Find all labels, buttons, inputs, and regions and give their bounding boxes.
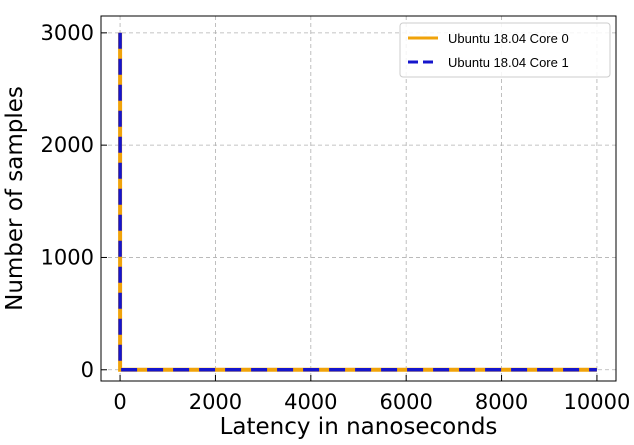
x-axis-label: Latency in nanoseconds [220, 414, 498, 440]
y-tick-label: 3000 [41, 21, 94, 45]
ticks: 0 2000 4000 6000 8000 10000 0 1000 2000 3000 [41, 21, 631, 414]
x-tick-label: 10000 [564, 390, 631, 414]
x-tick-label: 0 [113, 390, 126, 414]
plot-frame [100, 15, 617, 382]
legend-label-0: Ubuntu 18.04 Core 0 [448, 31, 569, 46]
legend: Ubuntu 18.04 Core 0 Ubuntu 18.04 Core 1 [399, 22, 611, 78]
legend-label-1: Ubuntu 18.04 Core 1 [448, 55, 569, 70]
y-axis-label: Number of samples [2, 86, 28, 311]
series-layer [118, 32, 597, 372]
x-tick-label: 2000 [189, 390, 242, 414]
legend-box [399, 22, 611, 78]
x-tick-label: 4000 [284, 390, 337, 414]
x-tick-label: 8000 [475, 390, 528, 414]
series-line-1 [118, 32, 597, 372]
y-tick-label: 0 [81, 358, 94, 382]
x-tick-label: 6000 [379, 390, 432, 414]
y-tick-label: 1000 [41, 245, 94, 269]
y-tick-label: 2000 [41, 133, 94, 157]
series-line-0 [118, 32, 597, 372]
